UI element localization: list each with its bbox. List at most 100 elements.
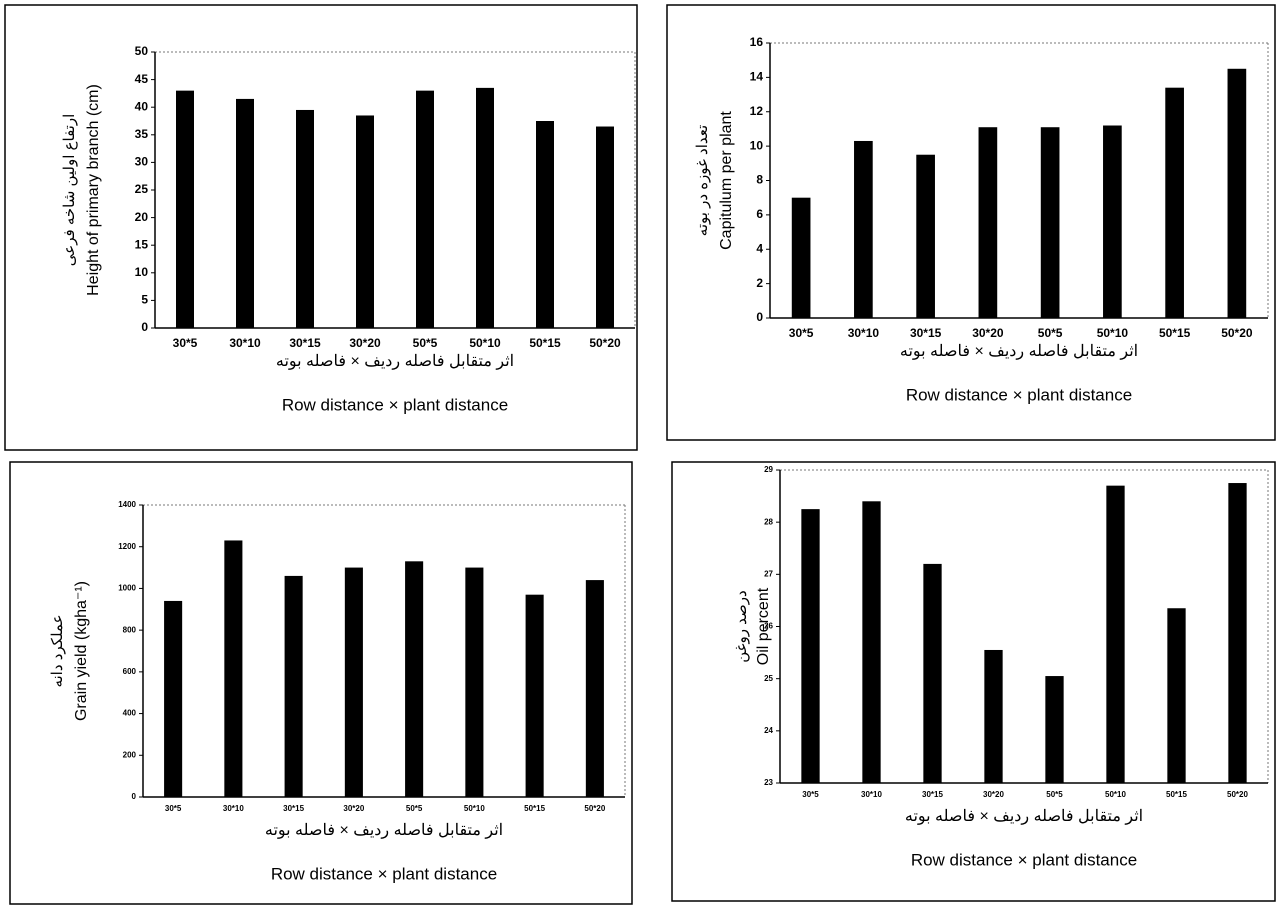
x-tick-label: 30*10 [861,790,882,799]
bar [1045,676,1064,783]
bar [1165,87,1184,318]
y-tick-label: 45 [135,72,149,86]
x-tick-label: 50*5 [413,336,438,350]
y-tick-label: 14 [750,70,764,84]
bar [476,87,494,328]
x-tick-label: 50*5 [1038,326,1063,340]
bar [296,109,314,329]
bar [536,121,554,328]
y-tick-label: 400 [123,709,137,718]
y-tick-label: 25 [135,182,149,196]
y-axis-label: Height of primary branch (cm) [85,84,102,296]
x-tick-label: 30*15 [283,804,304,813]
y-tick-label: 6 [756,207,763,221]
panel-border [666,4,1276,441]
x-axis-label-fa: اثر متقابل فاصله ردیف × فاصله بوته [900,343,1138,360]
bar [164,600,183,797]
x-tick-label: 30*5 [173,336,198,350]
x-tick-label: 30*15 [910,326,942,340]
bar [1227,68,1247,318]
y-axis-label: Capitulum per plant [718,111,735,250]
y-tick-label: 27 [764,569,773,578]
x-tick-label: 50*5 [1046,790,1063,799]
x-tick-label: 30*20 [349,336,381,350]
y-axis-label-fa: درصد روغن [733,590,750,662]
bar [596,126,614,329]
x-axis-label: Row distance × plant distance [906,385,1132,404]
panel-border [671,461,1276,902]
bar [236,98,254,328]
y-tick-label: 50 [135,44,149,58]
x-tick-label: 50*20 [584,804,605,813]
y-tick-label: 29 [764,465,773,474]
y-tick-label: 30 [135,155,149,169]
bar [284,575,303,797]
bar [344,567,363,797]
y-tick-label: 0 [756,310,763,324]
x-axis-label: Row distance × plant distance [282,395,508,414]
x-tick-label: 50*10 [464,804,485,813]
y-tick-label: 20 [135,210,149,224]
x-axis-label-fa: اثر متقابل فاصله ردیف × فاصله بوته [265,822,503,839]
bar [801,509,820,783]
x-tick-label: 50*20 [589,336,621,350]
y-tick-label: 800 [123,625,137,634]
x-tick-label: 50*5 [406,804,423,813]
x-tick-label: 30*5 [789,326,814,340]
bar [791,197,811,318]
y-tick-label: 2 [756,276,763,290]
x-axis-label-fa: اثر متقابل فاصله ردیف × فاصله بوته [905,808,1143,825]
panel-border [9,461,633,905]
y-axis-label: Oil percent [755,587,772,665]
x-tick-label: 30*10 [848,326,880,340]
y-tick-label: 10 [750,138,764,152]
x-tick-label: 50*10 [469,336,501,350]
x-tick-label: 30*15 [922,790,943,799]
y-tick-label: 24 [764,726,773,735]
x-tick-label: 50*20 [1227,790,1248,799]
x-tick-label: 30*20 [983,790,1004,799]
x-tick-label: 50*15 [1159,326,1191,340]
x-tick-label: 50*10 [1097,326,1129,340]
x-tick-label: 30*10 [223,804,244,813]
y-tick-label: 35 [135,127,149,141]
y-tick-label: 10 [135,265,149,279]
bar [916,154,935,318]
bar [1167,608,1186,783]
bar [585,580,604,797]
bar [465,567,484,797]
y-tick-label: 40 [135,99,149,113]
bar [356,115,374,328]
x-tick-label: 30*5 [802,790,819,799]
x-tick-label: 50*15 [1166,790,1187,799]
x-tick-label: 30*20 [972,326,1004,340]
y-tick-label: 28 [764,517,773,526]
bar [224,540,243,797]
x-tick-label: 30*5 [165,804,182,813]
y-tick-label: 0 [141,320,148,334]
y-tick-label: 25 [764,674,773,683]
bar [1103,125,1122,318]
x-tick-label: 50*15 [529,336,561,350]
bar [176,90,194,328]
y-tick-label: 23 [764,778,773,787]
bar [1228,483,1247,783]
bar [978,127,998,318]
y-axis-label-fa: تعداد غوزه در بوته [694,125,711,236]
y-tick-label: 15 [135,237,149,251]
y-tick-label: 0 [132,792,137,801]
x-tick-label: 30*15 [289,336,321,350]
y-tick-label: 4 [756,241,763,255]
x-tick-label: 50*20 [1221,326,1253,340]
bar [525,594,544,797]
y-tick-label: 600 [123,667,137,676]
x-axis-label-fa: اثر متقابل فاصله ردیف × فاصله بوته [276,353,514,370]
y-tick-label: 1200 [118,542,136,551]
x-tick-label: 50*15 [524,804,545,813]
y-tick-label: 26 [764,622,773,631]
bar [984,649,1003,783]
bar [854,140,873,318]
bar [405,561,424,797]
y-tick-label: 8 [756,173,763,187]
